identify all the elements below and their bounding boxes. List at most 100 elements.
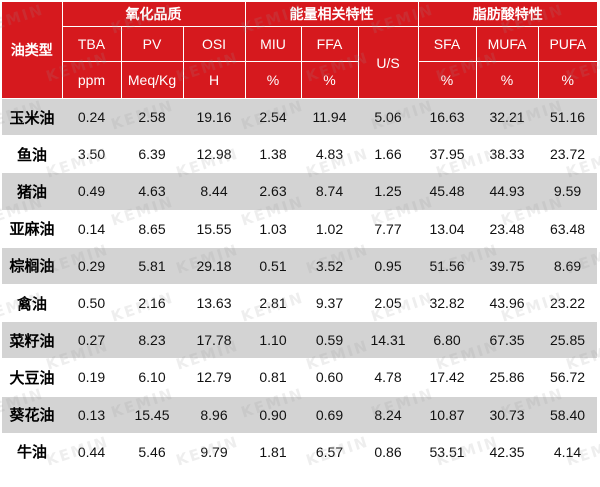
unit-header-tba: ppm (62, 61, 122, 99)
value-cell-pufa: 23.72 (538, 135, 598, 174)
value-cell-pv: 8.65 (121, 210, 183, 248)
table-row: 大豆油 0.19 6.10 12.79 0.81 0.60 4.78 17.42 25.86 56… (2, 358, 598, 397)
value-cell-osi: 13.63 (183, 284, 245, 323)
unit-header-sfa: % (418, 61, 477, 99)
value-cell-sfa: 6.80 (418, 321, 477, 360)
value-cell-miu: 2.63 (245, 172, 301, 211)
oil-type-cell: 牛油 (2, 433, 62, 471)
unit-header-mufa: % (476, 61, 539, 99)
metric-header-ffa: FFA (301, 26, 359, 62)
value-cell-ffa: 1.02 (301, 210, 358, 248)
value-cell-us: 1.25 (358, 172, 419, 211)
value-cell-mufa: 42.35 (476, 433, 539, 471)
value-cell-pufa: 63.48 (538, 210, 598, 248)
value-cell-miu: 1.10 (245, 321, 301, 360)
value-cell-us: 5.06 (358, 98, 419, 137)
value-cell-pv: 2.16 (121, 284, 183, 323)
value-cell-pv: 2.58 (121, 98, 183, 137)
metric-header-tba: TBA (62, 26, 122, 62)
value-cell-sfa: 16.63 (418, 98, 477, 137)
value-cell-ffa: 6.57 (301, 433, 358, 471)
value-cell-mufa: 30.73 (476, 396, 539, 434)
value-cell-sfa: 53.51 (418, 433, 477, 471)
value-cell-pv: 15.45 (121, 396, 183, 434)
value-cell-sfa: 13.04 (418, 210, 477, 248)
value-cell-mufa: 25.86 (476, 358, 539, 397)
value-cell-pv: 6.39 (121, 135, 183, 174)
value-cell-us: 14.31 (358, 321, 419, 360)
metric-header-sfa: SFA (418, 26, 477, 62)
metric-header-miu: MIU (245, 26, 302, 62)
value-cell-miu: 2.81 (245, 284, 301, 323)
table-row: 菜籽油 0.27 8.23 17.78 1.10 0.59 14.31 6.80 67.35 25… (2, 321, 598, 360)
oil-type-cell: 亚麻油 (2, 210, 62, 248)
metric-header-pv: PV (121, 26, 184, 62)
table-row: 鱼油 3.50 6.39 12.98 1.38 4.83 1.66 37.95 38.33 23.… (2, 135, 598, 174)
table-row: 葵花油 0.13 15.45 8.96 0.90 0.69 8.24 10.87 30.73 58… (2, 396, 598, 434)
value-cell-osi: 29.18 (183, 247, 245, 285)
value-cell-miu: 0.81 (245, 358, 301, 397)
unit-header-miu: % (245, 61, 302, 99)
table-row: 玉米油 0.24 2.58 19.16 2.54 11.94 5.06 16.63 32.21 5… (2, 98, 598, 137)
value-cell-osi: 17.78 (183, 321, 245, 360)
value-cell-sfa: 17.42 (418, 358, 477, 397)
value-cell-tba: 0.13 (62, 396, 121, 434)
value-cell-pufa: 4.14 (538, 433, 598, 471)
value-cell-osi: 8.44 (183, 172, 245, 211)
value-cell-tba: 0.14 (62, 210, 121, 248)
oil-type-cell: 鱼油 (2, 135, 62, 174)
value-cell-us: 8.24 (358, 396, 419, 434)
value-cell-us: 1.66 (358, 135, 419, 174)
table-row: 禽油 0.50 2.16 13.63 2.81 9.37 2.05 32.82 43.96 23.… (2, 284, 598, 323)
value-cell-pv: 6.10 (121, 358, 183, 397)
unit-header-pv: Meq/Kg (121, 61, 184, 99)
value-cell-tba: 3.50 (62, 135, 121, 174)
value-cell-osi: 15.55 (183, 210, 245, 248)
value-cell-pv: 4.63 (121, 172, 183, 211)
value-cell-tba: 0.44 (62, 433, 121, 471)
value-cell-ffa: 8.74 (301, 172, 358, 211)
value-cell-pufa: 51.16 (538, 98, 598, 137)
group-header-fatty-acid-properties: 脂肪酸特性 (418, 2, 598, 27)
oil-type-cell: 禽油 (2, 284, 62, 323)
value-cell-mufa: 38.33 (476, 135, 539, 174)
value-cell-us: 7.77 (358, 210, 419, 248)
value-cell-pufa: 58.40 (538, 396, 598, 434)
value-cell-ffa: 11.94 (301, 98, 358, 137)
value-cell-ffa: 0.69 (301, 396, 358, 434)
value-cell-tba: 0.29 (62, 247, 121, 285)
oil-type-header: 油类型 (2, 2, 63, 99)
value-cell-ffa: 9.37 (301, 284, 358, 323)
value-cell-mufa: 44.93 (476, 172, 539, 211)
value-cell-tba: 0.27 (62, 321, 121, 360)
value-cell-pufa: 8.69 (538, 247, 598, 285)
unit-header-ffa: % (301, 61, 359, 99)
oil-type-cell: 玉米油 (2, 98, 62, 137)
value-cell-osi: 8.96 (183, 396, 245, 434)
value-cell-pv: 5.81 (121, 247, 183, 285)
oil-type-cell: 葵花油 (2, 396, 62, 434)
table-body: 玉米油 0.24 2.58 19.16 2.54 11.94 5.06 16.63 32.21 5… (2, 98, 598, 471)
metric-header-osi: OSI (183, 26, 246, 62)
metric-header-us: U/S (358, 26, 419, 99)
table-row: 牛油 0.44 5.46 9.79 1.81 6.57 0.86 53.51 42.35 4.14 (2, 433, 598, 471)
value-cell-ffa: 3.52 (301, 247, 358, 285)
value-cell-pv: 5.46 (121, 433, 183, 471)
value-cell-tba: 0.24 (62, 98, 121, 137)
value-cell-sfa: 51.56 (418, 247, 477, 285)
value-cell-miu: 0.90 (245, 396, 301, 434)
group-header-energy-properties: 能量相关特性 (245, 2, 419, 27)
value-cell-miu: 0.51 (245, 247, 301, 285)
oil-type-cell: 大豆油 (2, 358, 62, 397)
value-cell-us: 2.05 (358, 284, 419, 323)
value-cell-osi: 12.98 (183, 135, 245, 174)
value-cell-ffa: 0.60 (301, 358, 358, 397)
value-cell-osi: 9.79 (183, 433, 245, 471)
table-row: 棕榈油 0.29 5.81 29.18 0.51 3.52 0.95 51.56 39.75 8.… (2, 247, 598, 285)
value-cell-pufa: 56.72 (538, 358, 598, 397)
value-cell-pufa: 23.22 (538, 284, 598, 323)
value-cell-sfa: 32.82 (418, 284, 477, 323)
value-cell-tba: 0.19 (62, 358, 121, 397)
value-cell-sfa: 10.87 (418, 396, 477, 434)
value-cell-mufa: 39.75 (476, 247, 539, 285)
